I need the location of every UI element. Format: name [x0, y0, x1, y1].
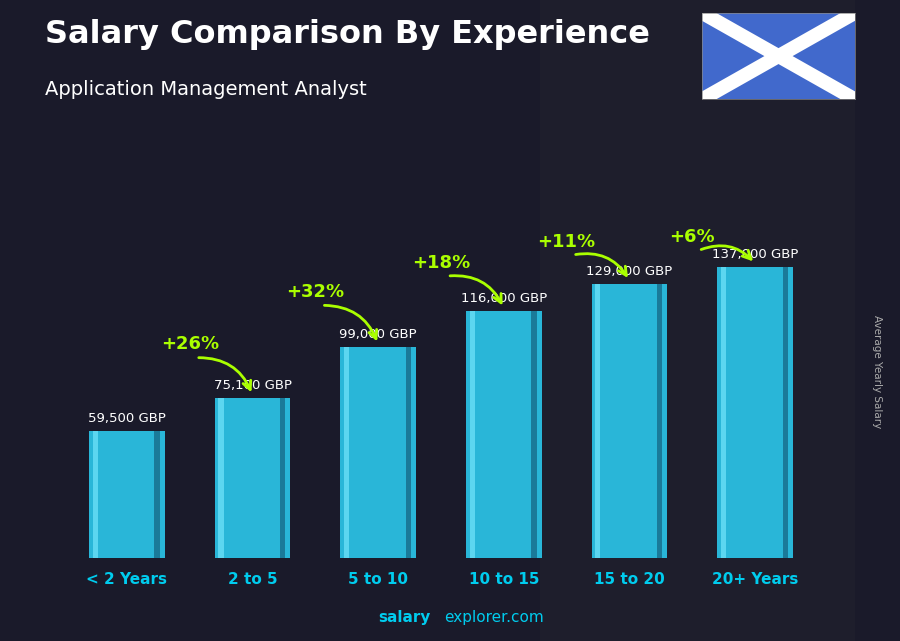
Text: +11%: +11% [537, 233, 596, 251]
Bar [592, 283, 667, 558]
Bar [721, 267, 726, 558]
Bar [783, 267, 788, 558]
Bar [466, 312, 542, 558]
Bar [280, 398, 285, 558]
Text: +18%: +18% [412, 254, 470, 272]
Bar [89, 431, 165, 558]
Text: +26%: +26% [160, 335, 219, 353]
Bar [215, 398, 290, 558]
Text: Average Yearly Salary: Average Yearly Salary [872, 315, 883, 428]
Text: +32%: +32% [286, 283, 345, 301]
Text: salary: salary [378, 610, 430, 625]
Bar [93, 431, 98, 558]
Bar [657, 283, 662, 558]
Text: Salary Comparison By Experience: Salary Comparison By Experience [45, 19, 650, 50]
Bar [406, 347, 411, 558]
Bar [344, 347, 349, 558]
Bar [540, 0, 855, 641]
Text: 99,000 GBP: 99,000 GBP [339, 328, 417, 342]
Text: Application Management Analyst: Application Management Analyst [45, 80, 367, 99]
Bar [340, 347, 416, 558]
Text: 129,000 GBP: 129,000 GBP [586, 265, 672, 278]
Text: +6%: +6% [670, 228, 716, 246]
Bar [595, 283, 600, 558]
Text: 59,500 GBP: 59,500 GBP [88, 412, 166, 426]
Bar [531, 312, 536, 558]
Text: 116,000 GBP: 116,000 GBP [461, 292, 547, 305]
Text: 137,000 GBP: 137,000 GBP [712, 247, 798, 261]
Text: explorer.com: explorer.com [445, 610, 544, 625]
Bar [717, 267, 793, 558]
Bar [218, 398, 223, 558]
Bar [155, 431, 159, 558]
Bar [470, 312, 475, 558]
Text: 75,100 GBP: 75,100 GBP [213, 379, 292, 392]
